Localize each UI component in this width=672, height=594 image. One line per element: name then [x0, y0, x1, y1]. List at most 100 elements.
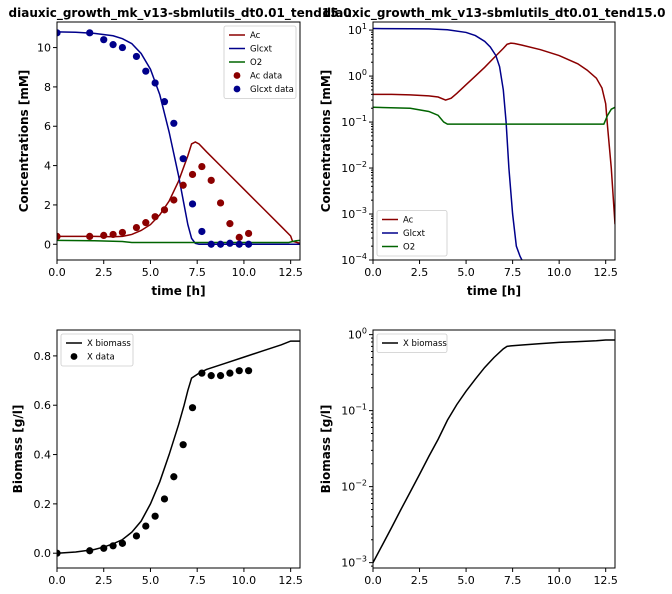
x-tick-label: 5.0 — [142, 574, 160, 587]
x-tick-label: 10.0 — [547, 574, 572, 587]
data-point-glcxt-data — [160, 98, 169, 106]
data-point-x-data — [179, 441, 187, 449]
data-point-x-data — [142, 522, 150, 530]
x-tick-label: 12.5 — [278, 574, 303, 587]
data-point-glcxt-data — [235, 240, 243, 248]
series-line-o2 — [373, 106, 615, 125]
y-tick-label: 4 — [44, 160, 51, 173]
data-point-glcxt-data — [216, 240, 225, 248]
y-tick-label: 10−2 — [341, 479, 367, 494]
chart-panel-top-right: 0.0 2.5 5.0 7.5 10.0 12.5 10−4 10−3 10−2 10−1 100 1… — [319, 6, 665, 298]
chart-title: diauxic_growth_mk_v13-sbmlutils_dt0.01_t… — [9, 6, 352, 21]
data-point-ac-data — [118, 228, 127, 237]
x-tick-label: 2.5 — [411, 574, 429, 587]
data-point-ac-data — [170, 196, 178, 204]
x-tick-label: 12.5 — [278, 266, 303, 279]
data-point-ac-data — [100, 231, 108, 240]
data-point-ac-data — [132, 223, 141, 232]
legend: X biomass — [376, 333, 448, 353]
data-point-ac-data — [216, 199, 225, 207]
legend-label: X biomass — [403, 339, 447, 349]
data-point-x-data — [235, 367, 243, 375]
data-point-ac-data — [198, 162, 206, 171]
legend-swatch — [233, 72, 241, 79]
legend: Ac Glcxt O2 Ac data Glcxt data — [223, 25, 297, 99]
data-point-ac-data — [188, 170, 197, 179]
legend-label: Glcxt — [250, 45, 273, 55]
y-tick-label: 0 — [44, 238, 51, 251]
x-tick-label: 5.0 — [142, 266, 160, 279]
x-tick-label: 7.5 — [188, 266, 206, 279]
x-tick-label: 10.0 — [232, 574, 257, 587]
legend-label: Glcxt — [403, 229, 426, 239]
y-tick-label: 10−3 — [341, 206, 367, 221]
x-tick-label: 12.5 — [593, 266, 618, 279]
data-point-glcxt-data — [226, 239, 234, 247]
x-tick-label: 0.0 — [364, 266, 382, 279]
y-tick-label: 8 — [44, 81, 51, 94]
legend-swatch — [70, 353, 78, 360]
legend-label: Ac data — [250, 72, 282, 82]
data-point-x-data — [109, 542, 117, 550]
x-tick-label: 2.5 — [411, 266, 429, 279]
data-point-ac-data — [245, 229, 253, 238]
legend: X biomass X data — [60, 333, 134, 367]
y-tick-label: 101 — [348, 22, 367, 37]
y-tick-label: 10−3 — [341, 555, 367, 570]
y-tick-label: 100 — [348, 68, 367, 83]
x-axis-label: time [h] — [151, 284, 205, 298]
data-point-glcxt-data — [86, 29, 94, 37]
data-point-glcxt-data — [57, 29, 61, 37]
legend-box — [376, 210, 448, 257]
legend-label: X data — [87, 353, 115, 363]
x-tick-label: 5.0 — [457, 574, 475, 587]
data-point-ac-data — [226, 220, 234, 228]
y-tick-label: 6 — [44, 120, 51, 133]
data-point-x-data — [216, 372, 225, 380]
data-point-glcxt-data — [198, 227, 206, 236]
data-point-ac-data — [86, 232, 94, 240]
x-tick-label: 5.0 — [457, 266, 475, 279]
x-tick-label: 0.0 — [48, 266, 66, 279]
series-line-glcxt — [373, 27, 523, 260]
chart-panel-top-left: 0.0 2.5 5.0 7.5 10.0 12.5 0 2 4 6 8 10 diauxic_growt… — [9, 6, 352, 298]
legend-box — [376, 333, 448, 353]
data-point-x-data — [226, 369, 234, 377]
data-point-ac-data — [179, 181, 187, 189]
data-point-x-data — [160, 495, 169, 503]
data-point-x-data — [118, 539, 127, 547]
x-axis-label: time [h] — [467, 284, 521, 298]
y-axis-label: Biomass [g/l] — [319, 405, 333, 494]
x-tick-label: 7.5 — [188, 574, 206, 587]
y-tick-label: 0.2 — [34, 498, 52, 511]
series-line-x-biomass — [373, 339, 615, 563]
data-point-ac-data — [142, 219, 150, 227]
data-point-x-data — [132, 532, 141, 540]
data-point-ac-data — [235, 233, 243, 241]
series-line-x-biomass — [57, 340, 300, 554]
data-point-x-data — [198, 369, 206, 377]
data-point-ac-data — [151, 213, 159, 221]
x-tick-label: 7.5 — [504, 266, 522, 279]
y-tick-label: 10−1 — [341, 114, 367, 129]
data-point-x-data — [57, 549, 61, 557]
data-point-ac-data — [160, 206, 169, 214]
axes-frame — [372, 329, 616, 569]
data-point-x-data — [170, 473, 178, 481]
data-point-glcxt-data — [179, 155, 187, 163]
y-tick-label: 100 — [348, 327, 367, 342]
data-point-glcxt-data — [118, 43, 127, 52]
series-line-o2 — [57, 239, 300, 244]
y-tick-label: 2 — [44, 199, 51, 212]
data-point-glcxt-data — [207, 240, 215, 248]
series-line-glcxt — [57, 31, 300, 246]
y-tick-label: 0.0 — [34, 547, 52, 560]
x-tick-label: 12.5 — [593, 574, 618, 587]
chart-panel-bottom-left: 0.0 2.5 5.0 7.5 10.0 12.5 0.0 0.2 0.4 0.6 0.8 Bioma… — [11, 329, 303, 587]
legend-label: Ac — [403, 216, 414, 226]
data-point-x-data — [86, 547, 94, 555]
y-tick-label: 10−1 — [341, 403, 367, 418]
series-line-ac — [373, 42, 615, 225]
legend-box — [223, 25, 297, 99]
